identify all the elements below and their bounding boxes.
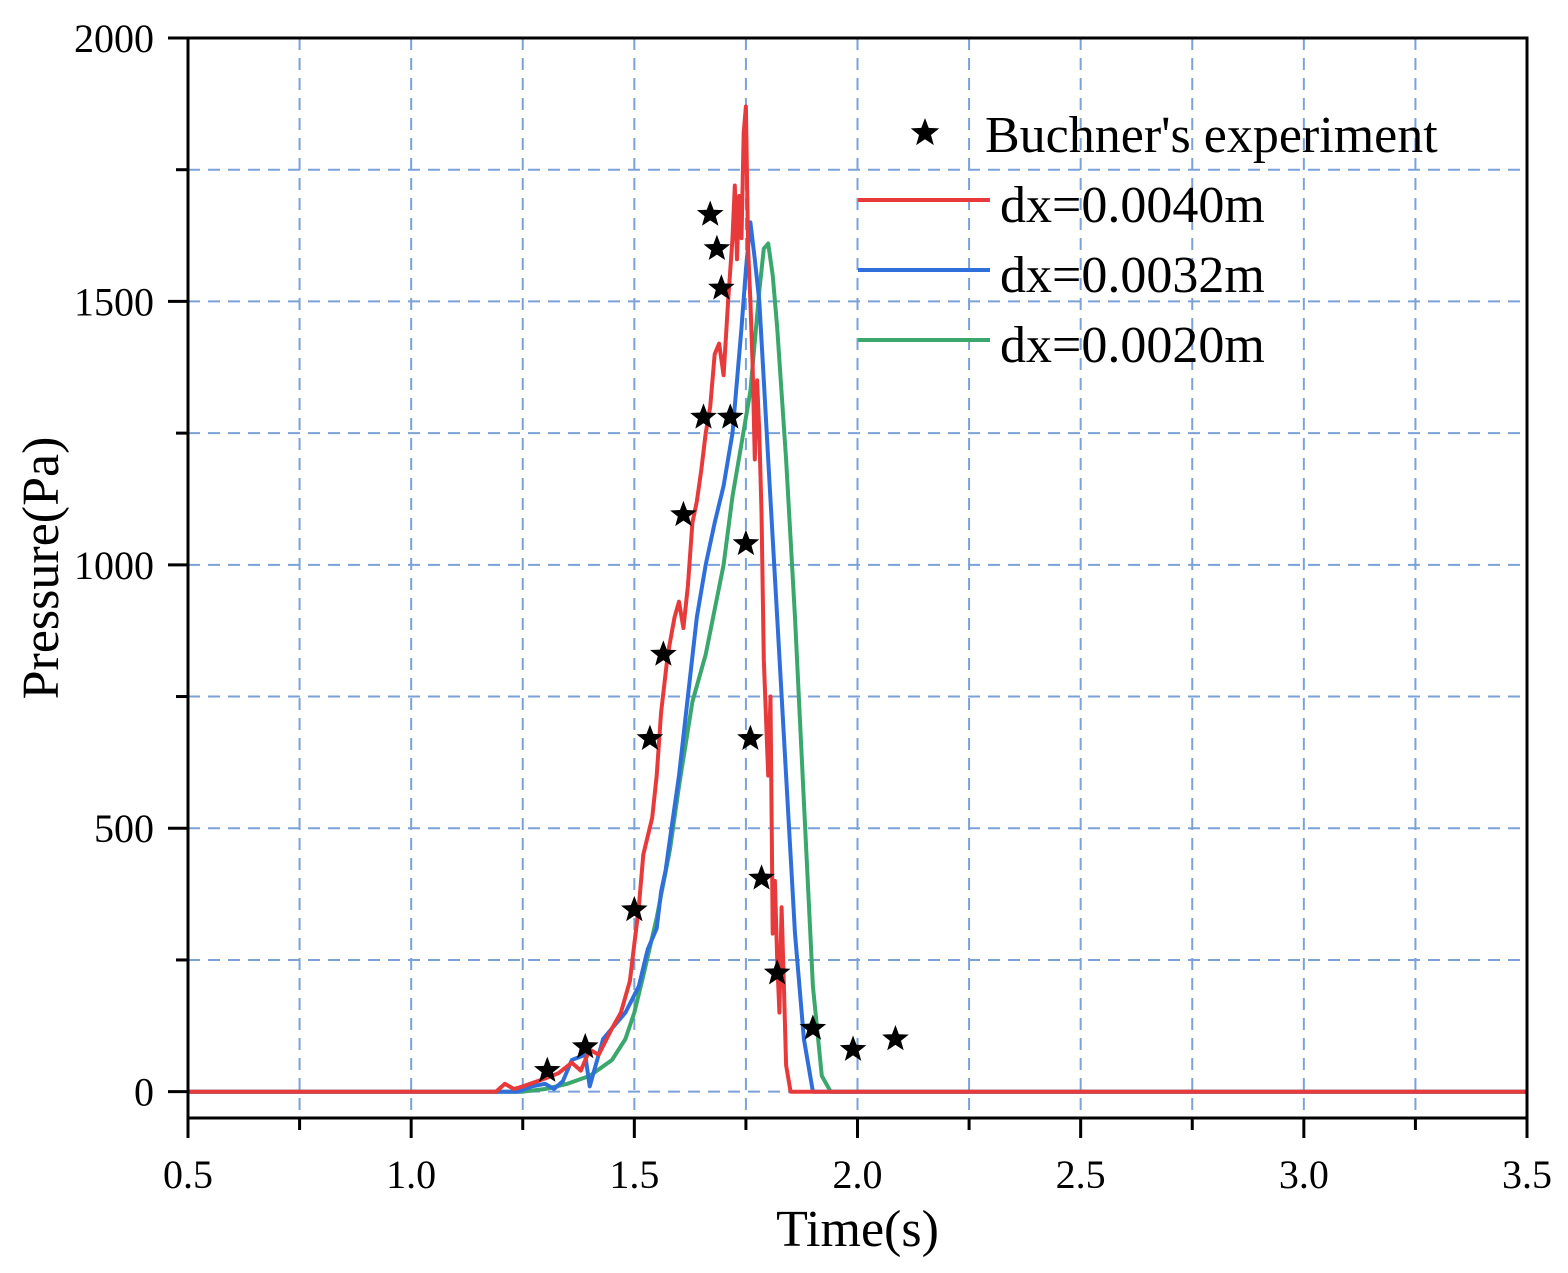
x-tick-label: 3.0 — [1279, 1152, 1329, 1197]
legend-label-dx-0020: dx=0.0020m — [1000, 317, 1265, 374]
experiment-star-point — [696, 200, 724, 226]
legend: Buchner's experiment dx=0.0040m dx=0.003… — [858, 107, 1438, 374]
x-tick-label: 1.0 — [386, 1152, 436, 1197]
y-tick-label: 2000 — [74, 16, 154, 61]
x-tick-label: 2.0 — [833, 1152, 883, 1197]
experiment-star-point — [621, 895, 648, 922]
experiment-star-point — [571, 1032, 599, 1059]
series-line-dx-0-0032m — [188, 220, 1527, 1094]
experiment-star-point — [716, 403, 744, 429]
series-line-dx-0-0020m — [188, 241, 1527, 1094]
y-tick-label: 0 — [134, 1070, 154, 1115]
experiment-star-point — [533, 1056, 561, 1082]
experiment-star-point — [737, 724, 764, 751]
legend-star-marker — [910, 118, 940, 146]
experiment-star-point — [839, 1035, 867, 1061]
y-tick-label: 1500 — [74, 279, 154, 324]
x-axis-title: Time(s) — [776, 1201, 939, 1258]
y-axis-title: Pressure(Pa) — [13, 437, 70, 700]
axis-ticks — [168, 36, 1529, 1138]
experiment-star-point — [708, 274, 735, 300]
legend-label-dx-0040: dx=0.0040m — [1000, 177, 1265, 234]
axis-tick-labels: 0.5 1.0 1.5 2.0 2.5 3.0 3.5 0 500 1000 1500 2000 — [74, 16, 1552, 1197]
legend-label-experiment: Buchner's experiment — [985, 107, 1438, 164]
experiment-star-point — [703, 234, 731, 261]
series-line-dx-0-0040m — [188, 104, 1527, 1094]
experiment-star-point — [882, 1024, 909, 1051]
x-tick-label: 1.5 — [609, 1152, 659, 1197]
series-layer — [188, 104, 1527, 1094]
experiment-star-point — [748, 864, 775, 890]
experiment-star-point — [799, 1014, 827, 1040]
experiment-star-point — [636, 724, 664, 751]
experiment-star-point — [732, 529, 760, 556]
legend-label-dx-0032: dx=0.0032m — [1000, 247, 1265, 304]
experiment-star-point — [670, 500, 697, 527]
x-tick-label: 3.5 — [1502, 1152, 1552, 1197]
experiment-star-point — [650, 640, 677, 666]
x-tick-label: 0.5 — [163, 1152, 213, 1197]
y-tick-label: 1000 — [74, 543, 154, 588]
x-tick-label: 2.5 — [1056, 1152, 1106, 1197]
experiment-star-point — [763, 959, 791, 985]
experiment-star-point — [690, 403, 717, 429]
y-tick-label: 500 — [94, 806, 154, 851]
